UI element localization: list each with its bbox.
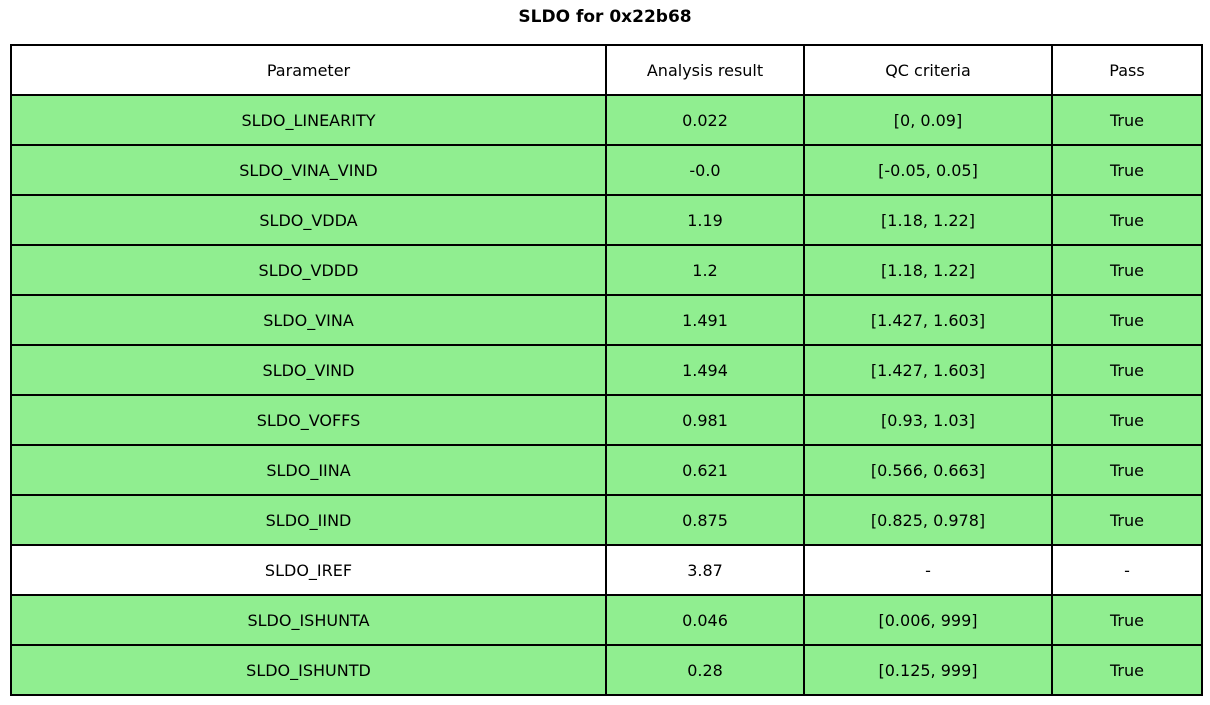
table-row-sldo-vina: SLDO_VINA 1.491 [1.427, 1.603] True	[10, 294, 1203, 346]
cell-analysis-result: 3.87	[605, 544, 805, 596]
cell-qc-criteria: [0, 0.09]	[803, 94, 1053, 146]
cell-analysis-result: 0.022	[605, 94, 805, 146]
cell-pass: True	[1051, 394, 1203, 446]
cell-qc-criteria: [0.825, 0.978]	[803, 494, 1053, 546]
cell-pass: -	[1051, 544, 1203, 596]
cell-pass: True	[1051, 444, 1203, 496]
table-body: SLDO_LINEARITY 0.022 [0, 0.09] True SLDO_VIN…	[10, 94, 1203, 696]
cell-parameter: SLDO_VIND	[10, 344, 607, 396]
cell-qc-criteria: [0.566, 0.663]	[803, 444, 1053, 496]
cell-pass: True	[1051, 594, 1203, 646]
cell-pass: True	[1051, 244, 1203, 296]
table-row-sldo-vddd: SLDO_VDDD 1.2 [1.18, 1.22] True	[10, 244, 1203, 296]
page-title: SLDO for 0x22b68	[518, 7, 692, 27]
cell-parameter: SLDO_VINA	[10, 294, 607, 346]
cell-parameter: SLDO_VDDD	[10, 244, 607, 296]
table-row-sldo-vdda: SLDO_VDDA 1.19 [1.18, 1.22] True	[10, 194, 1203, 246]
cell-qc-criteria: [1.427, 1.603]	[803, 294, 1053, 346]
table-row-sldo-ishunta: SLDO_ISHUNTA 0.046 [0.006, 999] True	[10, 594, 1203, 646]
table-row-sldo-voffs: SLDO_VOFFS 0.981 [0.93, 1.03] True	[10, 394, 1203, 446]
table-row-sldo-iref: SLDO_IREF 3.87- -	[10, 544, 1203, 596]
cell-analysis-result: 0.875	[605, 494, 805, 546]
table-header: Parameter Analysis result QC criteria Pass	[10, 44, 1203, 96]
cell-qc-criteria: [1.427, 1.603]	[803, 344, 1053, 396]
table-row-sldo-iind: SLDO_IIND 0.875 [0.825, 0.978] True	[10, 494, 1203, 546]
table-row-sldo-vind: SLDO_VIND 1.494 [1.427, 1.603] True	[10, 344, 1203, 396]
cell-qc-criteria: [0.006, 999]	[803, 594, 1053, 646]
cell-pass: True	[1051, 294, 1203, 346]
cell-pass: True	[1051, 344, 1203, 396]
cell-qc-criteria: [1.18, 1.22]	[803, 194, 1053, 246]
column-header-analysis-result: Analysis result	[605, 44, 805, 96]
cell-parameter: SLDO_VINA_VIND	[10, 144, 607, 196]
cell-analysis-result: 0.981	[605, 394, 805, 446]
cell-analysis-result: 1.494	[605, 344, 805, 396]
cell-parameter: SLDO_ISHUNTD	[10, 644, 607, 696]
cell-analysis-result: -0.0	[605, 144, 805, 196]
cell-analysis-result: 1.19	[605, 194, 805, 246]
column-header-pass: Pass	[1051, 44, 1203, 96]
cell-qc-criteria: [-0.05, 0.05]	[803, 144, 1053, 196]
column-header-parameter: Parameter	[10, 44, 607, 96]
table-row-sldo-ishuntd: SLDO_ISHUNTD 0.28 [0.125, 999] True	[10, 644, 1203, 696]
cell-pass: True	[1051, 644, 1203, 696]
cell-qc-criteria: [1.18, 1.22]	[803, 244, 1053, 296]
cell-analysis-result: 1.491	[605, 294, 805, 346]
qc-results-table: Parameter Analysis result QC criteria Pass …	[10, 44, 1203, 696]
cell-analysis-result: 0.28	[605, 644, 805, 696]
cell-analysis-result: 1.2	[605, 244, 805, 296]
cell-parameter: SLDO_IIND	[10, 494, 607, 546]
cell-parameter: SLDO_VDDA	[10, 194, 607, 246]
cell-pass: True	[1051, 494, 1203, 546]
table-row-sldo-linearity: SLDO_LINEARITY 0.022 [0, 0.09] True	[10, 94, 1203, 146]
cell-parameter: SLDO_IREF	[10, 544, 607, 596]
cell-pass: True	[1051, 94, 1203, 146]
column-header-qc-criteria: QC criteria	[803, 44, 1053, 96]
cell-qc-criteria: [0.125, 999]	[803, 644, 1053, 696]
cell-parameter: SLDO_ISHUNTA	[10, 594, 607, 646]
table-row-sldo-vina-vind: SLDO_VINA_VIND -0.0 [-0.05, 0.05] True	[10, 144, 1203, 196]
table-header-row: Parameter Analysis result QC criteria Pass	[10, 44, 1203, 96]
cell-parameter: SLDO_IINA	[10, 444, 607, 496]
cell-parameter: SLDO_VOFFS	[10, 394, 607, 446]
cell-analysis-result: 0.621	[605, 444, 805, 496]
cell-analysis-result: 0.046	[605, 594, 805, 646]
cell-qc-criteria: -	[803, 544, 1053, 596]
cell-pass: True	[1051, 194, 1203, 246]
cell-pass: True	[1051, 144, 1203, 196]
cell-qc-criteria: [0.93, 1.03]	[803, 394, 1053, 446]
cell-parameter: SLDO_LINEARITY	[10, 94, 607, 146]
table-row-sldo-iina: SLDO_IINA 0.621 [0.566, 0.663] True	[10, 444, 1203, 496]
